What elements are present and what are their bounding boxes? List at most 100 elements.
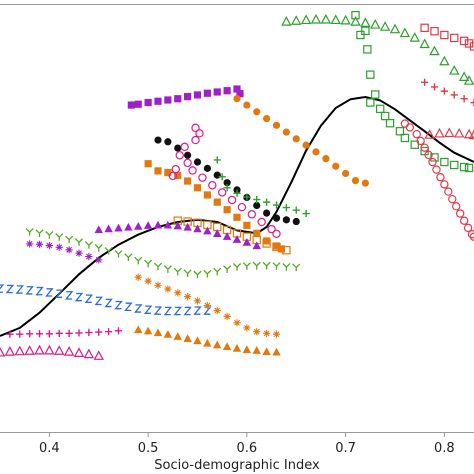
x-tick-label: 0.6 [237,441,258,456]
data-point [361,26,370,35]
data-point [84,294,94,304]
data-point [134,304,143,313]
data-point [302,141,310,149]
data-point [292,206,300,214]
data-point [366,98,375,107]
data-point [85,252,93,261]
data-point [184,177,192,185]
data-point [153,328,163,337]
data-point [366,70,375,79]
data-point [310,13,322,24]
data-point [252,241,261,250]
data-point [144,160,152,168]
data-point [464,163,474,173]
data-point [379,21,391,31]
data-point [64,291,74,300]
data-point [262,261,271,270]
data-point [428,157,437,167]
data-point [459,162,469,172]
data-point [370,18,381,29]
data-point [361,179,369,187]
data-point [94,225,103,234]
data-point [302,209,310,218]
data-point [463,128,474,139]
data-point [243,221,251,229]
data-point [94,296,103,306]
data-point [184,151,192,159]
data-point [460,95,468,103]
data-point [153,306,163,315]
data-point [74,238,84,246]
data-point [193,184,202,192]
data-point [424,150,433,160]
data-point [153,262,163,271]
data-point [143,305,153,314]
data-point [144,277,152,285]
data-point [217,188,227,197]
data-point [164,285,172,293]
data-point [25,228,34,236]
data-point [65,329,73,337]
data-point [440,157,449,167]
x-tick-label: 0.7 [335,441,356,456]
data-point [65,235,74,244]
data-point [84,241,93,249]
data-point [444,127,455,138]
data-point [463,223,473,233]
data-point [468,129,474,140]
data-point [332,162,340,170]
data-point [363,45,372,54]
data-point [44,344,55,355]
data-point [153,220,163,229]
data-point [272,330,281,338]
data-point [164,168,172,177]
data-point [242,345,252,353]
data-point [73,347,85,357]
data-point [380,111,390,121]
data-point [45,330,53,338]
data-point [134,100,142,108]
data-point [163,265,172,273]
data-point [434,127,445,138]
data-point [193,297,202,305]
data-point [114,327,123,335]
data-point [263,237,271,245]
data-point [191,123,200,133]
data-point [134,221,143,230]
data-point [174,289,182,297]
data-point [420,143,429,152]
data-point [272,242,281,250]
data-point [183,222,192,231]
data-point [105,328,113,336]
data-point [429,45,440,56]
data-point [227,195,237,205]
data-point [144,98,152,107]
data-point [55,289,64,298]
data-point [63,346,75,356]
data-point [232,263,242,271]
data-point [330,14,341,25]
data-point [430,27,439,36]
data-point [195,129,204,138]
data-point [342,169,350,178]
x-tick-label: 0.4 [39,441,60,456]
data-point [243,193,251,201]
data-point [65,246,73,254]
fitted-trend-line [0,95,474,337]
data-point [193,224,202,233]
data-point [272,262,281,270]
data-point [262,239,271,248]
data-point [400,133,410,143]
data-point [175,151,184,160]
data-point [467,229,474,239]
data-point [233,85,241,93]
data-point [35,229,44,237]
data-point [83,348,95,359]
data-point [430,83,439,91]
data-point [213,267,222,276]
data-point [455,209,465,218]
data-point [184,93,192,101]
data-point [95,328,103,336]
data-point [45,288,54,297]
